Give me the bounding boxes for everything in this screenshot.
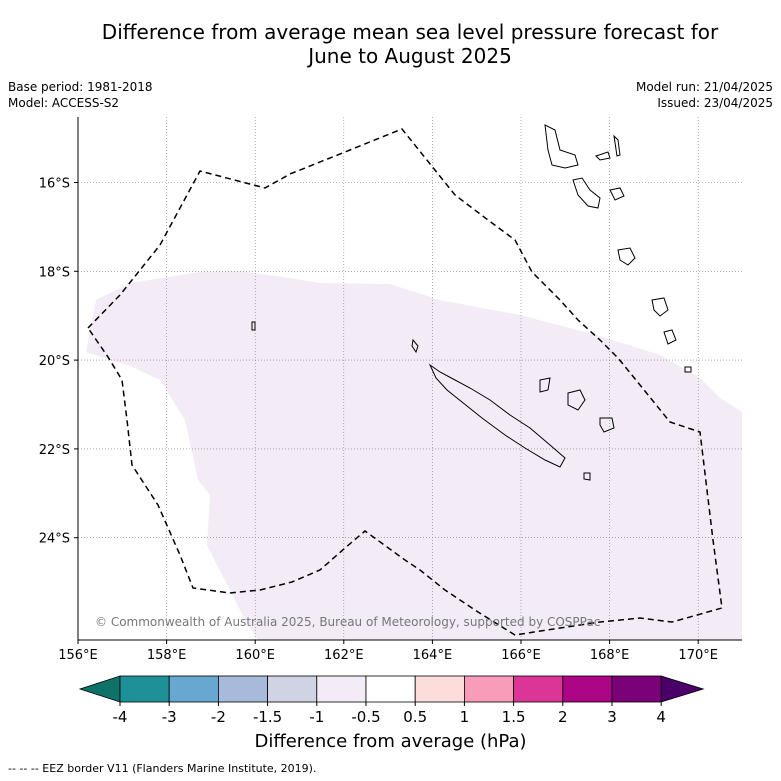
colorbar-label: 1.5 xyxy=(502,708,526,726)
colorbar-segment xyxy=(463,675,514,703)
colorbar-extend-high xyxy=(660,675,705,703)
title-line-2: June to August 2025 xyxy=(308,44,512,68)
lon-label: 158°E xyxy=(147,648,187,663)
island-matthew xyxy=(684,366,692,373)
map-panel: © Commonwealth of Australia 2025, Bureau… xyxy=(77,117,742,641)
island-ambae xyxy=(595,151,611,161)
anomaly-region xyxy=(86,271,742,640)
colorbar-segment xyxy=(414,675,465,703)
colorbar-segment xyxy=(316,675,367,703)
island-pines xyxy=(583,472,591,481)
title-line-1: Difference from average mean sea level p… xyxy=(101,20,719,44)
colorbar: -4 -3 -2 -1.5 -1 -0.5 0.5 1 1.5 2 3 4 xyxy=(78,675,705,726)
model-run: Model run: 21/04/2025 xyxy=(635,80,773,94)
colorbar-label: -1 xyxy=(309,708,324,726)
colorbar-title: Difference from average (hPa) xyxy=(254,731,527,752)
colorbar-extend-low xyxy=(78,675,121,703)
colorbar-label: -4 xyxy=(113,708,128,726)
lon-label: 170°E xyxy=(678,648,718,663)
island-ouvea xyxy=(539,377,551,393)
island-new-caledonia xyxy=(428,363,566,468)
lat-label: 22°S xyxy=(39,443,70,458)
chart-title: Difference from average mean sea level p… xyxy=(40,20,780,68)
lon-label: 168°E xyxy=(590,648,630,663)
eez-footnote: -- -- -- EEZ border V11 (Flanders Marine… xyxy=(8,762,317,775)
colorbar-segment xyxy=(119,675,170,703)
lat-label: 16°S xyxy=(39,177,70,192)
lon-label: 156°E xyxy=(58,648,98,663)
colorbar-segment xyxy=(217,675,268,703)
colorbar-label: -3 xyxy=(162,708,177,726)
island-lifou xyxy=(567,389,586,411)
colorbar-label: 1 xyxy=(460,708,470,726)
colorbar-label: 3 xyxy=(607,708,617,726)
island-aneityum xyxy=(663,329,677,345)
island-belep xyxy=(411,338,419,354)
meta-left: Base period: 1981-2018 Model: ACCESS-S2 xyxy=(8,79,153,111)
island-malekula xyxy=(572,177,601,209)
colorbar-segment xyxy=(562,675,613,703)
latitude-labels: 16°S 18°S 20°S 22°S 24°S xyxy=(39,177,78,547)
colorbar-segment xyxy=(365,675,416,703)
island-erromango xyxy=(617,247,636,266)
lon-label: 162°E xyxy=(324,648,364,663)
base-period: Base period: 1981-2018 xyxy=(8,80,153,94)
lat-label: 24°S xyxy=(39,532,70,547)
island-pentecost xyxy=(613,134,621,157)
colorbar-label: 0.5 xyxy=(403,708,427,726)
island-mare xyxy=(599,417,615,433)
colorbar-label: 4 xyxy=(656,708,666,726)
meta-right: Model run: 21/04/2025 Issued: 23/04/2025 xyxy=(636,79,773,111)
lat-label: 18°S xyxy=(39,265,70,280)
island-efate xyxy=(609,187,625,201)
colorbar-label: -1.5 xyxy=(253,708,282,726)
issued-date: Issued: 23/04/2025 xyxy=(657,96,773,110)
graticule xyxy=(78,117,742,640)
island-chesterfield xyxy=(251,321,256,331)
lon-label: 166°E xyxy=(501,648,541,663)
colorbar-label: -2 xyxy=(211,708,226,726)
map-frame xyxy=(77,117,742,641)
colorbar-segment xyxy=(267,675,318,703)
colorbar-segment xyxy=(513,675,564,703)
coastlines xyxy=(251,124,692,481)
colorbar-segment xyxy=(168,675,219,703)
lon-label: 160°E xyxy=(235,648,275,663)
lat-label: 20°S xyxy=(39,354,70,369)
island-espiritu-santo xyxy=(544,124,579,169)
colorbar-label: 2 xyxy=(558,708,568,726)
copyright-notice: © Commonwealth of Australia 2025, Bureau… xyxy=(95,615,600,629)
lon-label: 164°E xyxy=(413,648,453,663)
eez-border xyxy=(87,128,723,636)
longitude-labels: 156°E 158°E 160°E 162°E 164°E 166°E 168°E 170°E xyxy=(58,640,718,663)
model-name: Model: ACCESS-S2 xyxy=(8,96,120,110)
island-tanna xyxy=(651,297,669,317)
colorbar-label: -0.5 xyxy=(351,708,380,726)
colorbar-segment xyxy=(611,675,662,703)
